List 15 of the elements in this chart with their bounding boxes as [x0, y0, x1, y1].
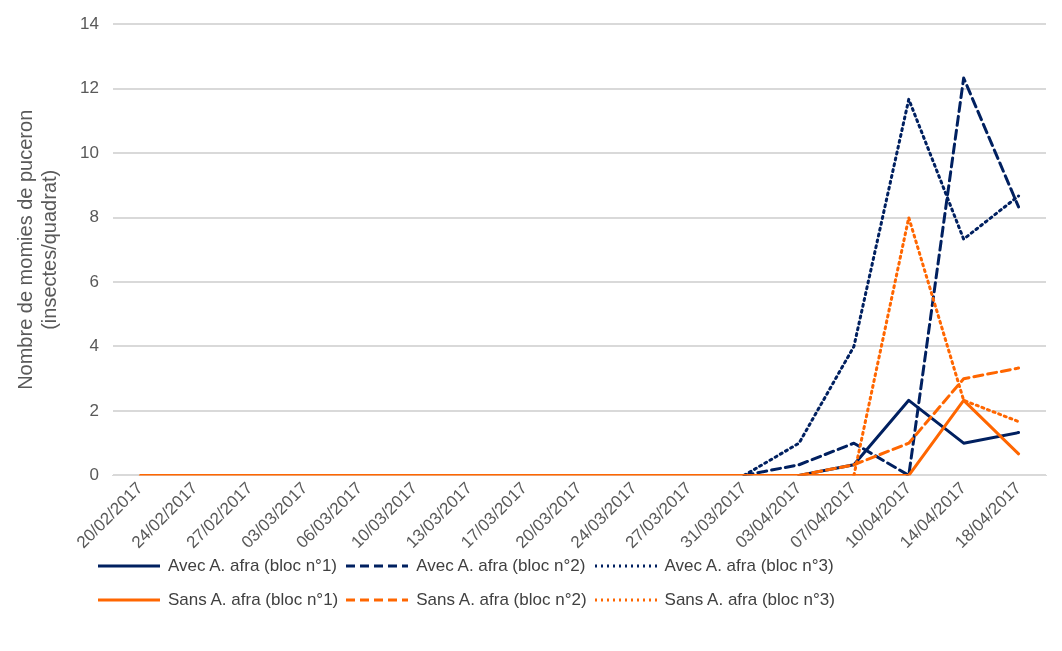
y-tick-label: 12	[79, 78, 99, 98]
legend-label: Avec A. afra (bloc n°1)	[168, 556, 338, 576]
legend-label: Sans A. afra (bloc n°1)	[168, 590, 339, 610]
y-tick-label: 2	[89, 400, 99, 420]
y-tick-label: 0	[89, 465, 99, 485]
y-axis-title: Nombre de momies de puceron (insectes/quadrat)	[13, 109, 60, 390]
y-tick-label: 4	[89, 336, 99, 356]
y-tick-label: 6	[89, 271, 99, 291]
legend-label: Sans A. afra (bloc n°2)	[416, 590, 587, 610]
legend-label: Sans A. afra (bloc n°3)	[664, 590, 835, 610]
y-tick-label: 8	[89, 207, 99, 227]
legend-label: Avec A. afra (bloc n°2)	[416, 556, 586, 576]
y-tick-label: 10	[79, 142, 99, 162]
y-tick-label: 14	[79, 13, 99, 33]
legend-label: Avec A. afra (bloc n°3)	[664, 556, 834, 576]
